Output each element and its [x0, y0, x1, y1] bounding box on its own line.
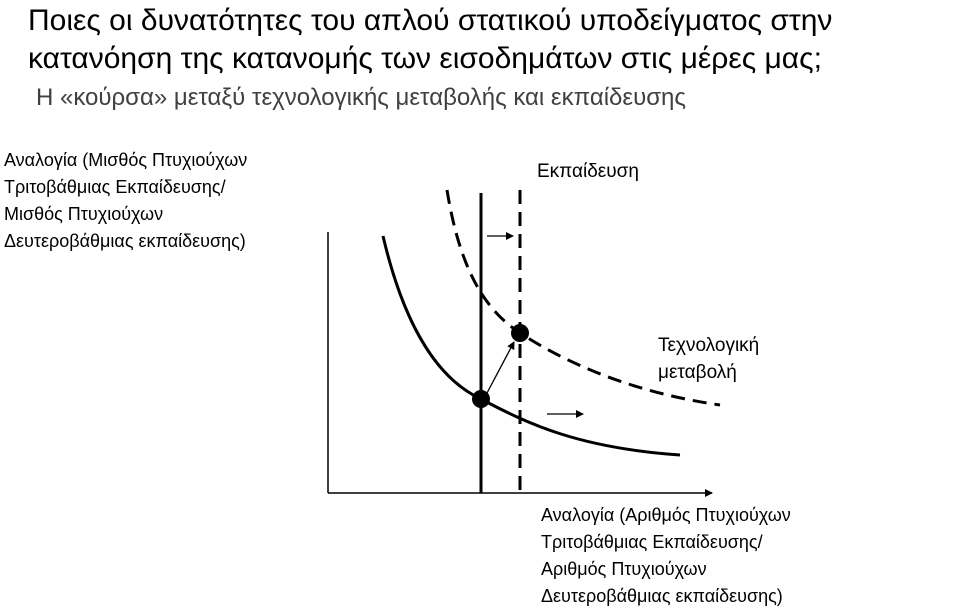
x-axis-label-line-1: Αναλογία (Αριθμός Πτυχιούχων: [541, 505, 791, 525]
y-axis-label: Αναλογία (Μισθός Πτυχιούχων Τριτοβάθμιας…: [4, 147, 334, 255]
slide-subtitle: Η «κούρσα» μεταξύ τεχνολογικής μεταβολής…: [36, 84, 686, 111]
equilibrium-point-original: [472, 390, 490, 408]
technology-change-label: Τεχνολογική μεταβολή: [658, 332, 759, 386]
y-axis-label-line-3: Μισθός Πτυχιούχων: [4, 204, 164, 224]
title-line-2: κατανόηση της κατανομής των εισοδημάτων …: [28, 42, 822, 75]
x-axis-label-line-4: Δευτεροβάθμιας εκπαίδευσης): [541, 586, 783, 606]
equilibrium-move-arrow: [486, 341, 515, 394]
slide-title: Ποιες οι δυνατότητες του απλού στατικού …: [28, 2, 958, 78]
y-axis-label-line-2: Τριτοβάθμιας Εκπαίδευσης/: [4, 177, 226, 197]
education-label: Εκπαίδευση: [537, 161, 639, 182]
demand-curve-original: [381, 235, 681, 457]
y-axis-label-line-4: Δευτεροβάθμιας εκπαίδευσης): [4, 231, 246, 251]
x-axis-label: Αναλογία (Αριθμός Πτυχιούχων Τριτοβάθμια…: [541, 502, 956, 610]
equilibrium-point-new: [511, 324, 529, 342]
x-axis-label-line-3: Αριθμός Πτυχιούχων: [541, 559, 707, 579]
technology-label-line-2: μεταβολή: [658, 362, 737, 383]
technology-label-line-1: Τεχνολογική: [658, 335, 760, 356]
x-axis-label-line-2: Τριτοβάθμιας Εκπαίδευσης/: [541, 532, 763, 552]
title-line-1: Ποιες οι δυνατότητες του απλού στατικού …: [28, 4, 833, 37]
y-axis-label-line-1: Αναλογία (Μισθός Πτυχιούχων: [4, 150, 248, 170]
demand-curve-shifted: [445, 189, 721, 407]
